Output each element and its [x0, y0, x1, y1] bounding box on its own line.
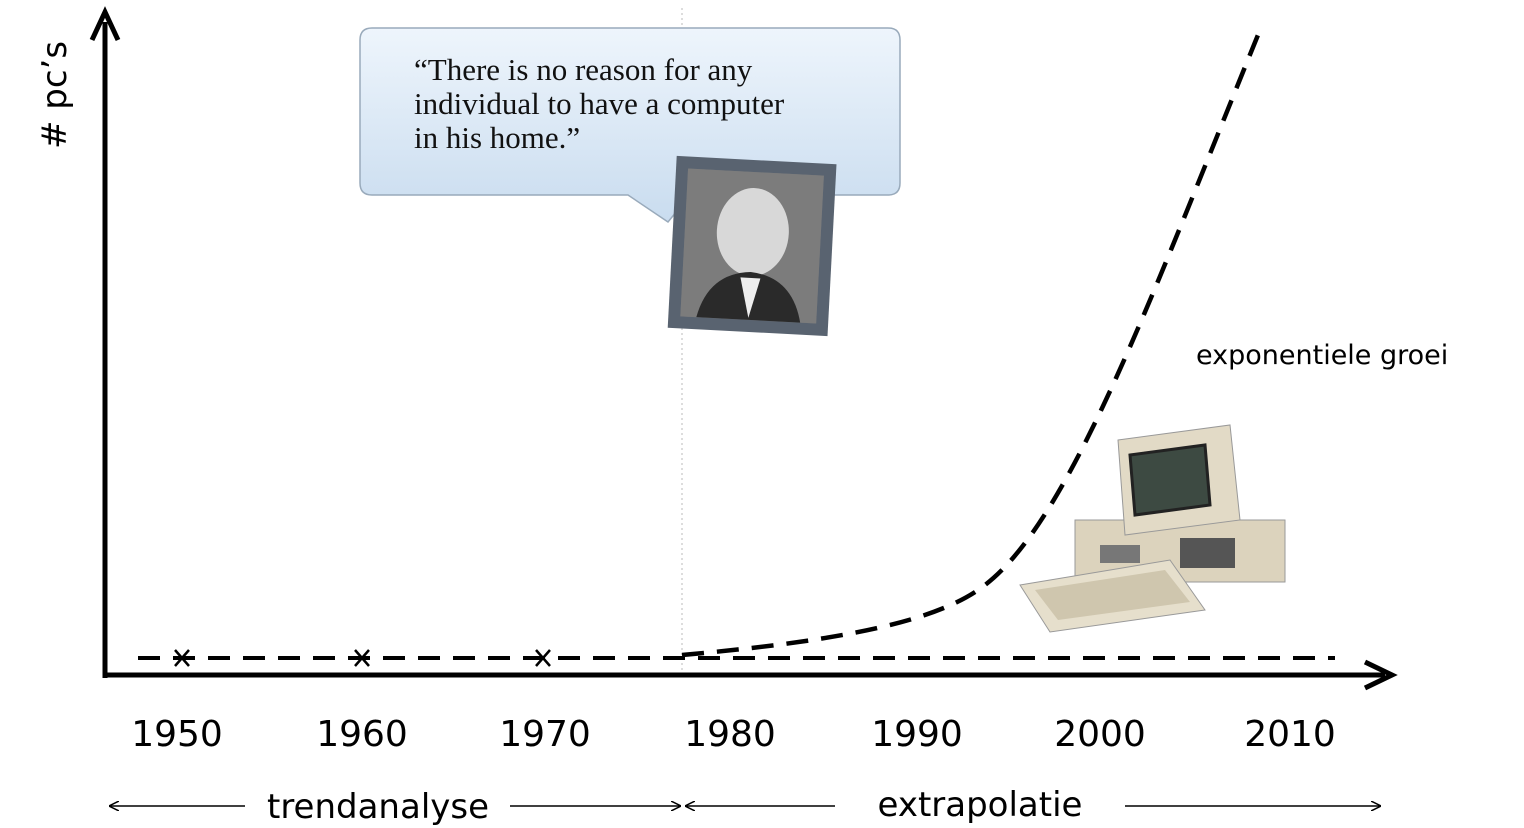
- x-axis-label: 2000: [1054, 714, 1146, 755]
- quote-line: individual to have a computer: [414, 86, 785, 121]
- diagram: # pc’s “There is no reason for any indiv…: [0, 0, 1524, 828]
- curve-label: exponentiele groei: [1196, 340, 1448, 371]
- x-axis-label: 1970: [499, 714, 591, 755]
- y-axis-label: # pc’s: [35, 41, 75, 149]
- x-axis-label: 1950: [131, 714, 223, 755]
- quote-line: “There is no reason for any: [414, 52, 753, 87]
- x-axis-label: 1960: [316, 714, 408, 755]
- computer-illustration: [1020, 425, 1285, 632]
- page: # pc’s “There is no reason for any indiv…: [0, 0, 1524, 828]
- x-axis-label: 1990: [871, 714, 963, 755]
- phase-label: extrapolatie: [878, 785, 1083, 825]
- quote-line: in his home.”: [414, 120, 580, 155]
- x-axis-label: 2010: [1244, 714, 1336, 755]
- x-axis-labels: 1950 1960 1970 1980 1990 2000 2010: [131, 714, 1336, 755]
- portrait: [668, 156, 837, 336]
- phase-label: trendanalyse: [267, 787, 489, 827]
- x-axis-label: 1980: [684, 714, 776, 755]
